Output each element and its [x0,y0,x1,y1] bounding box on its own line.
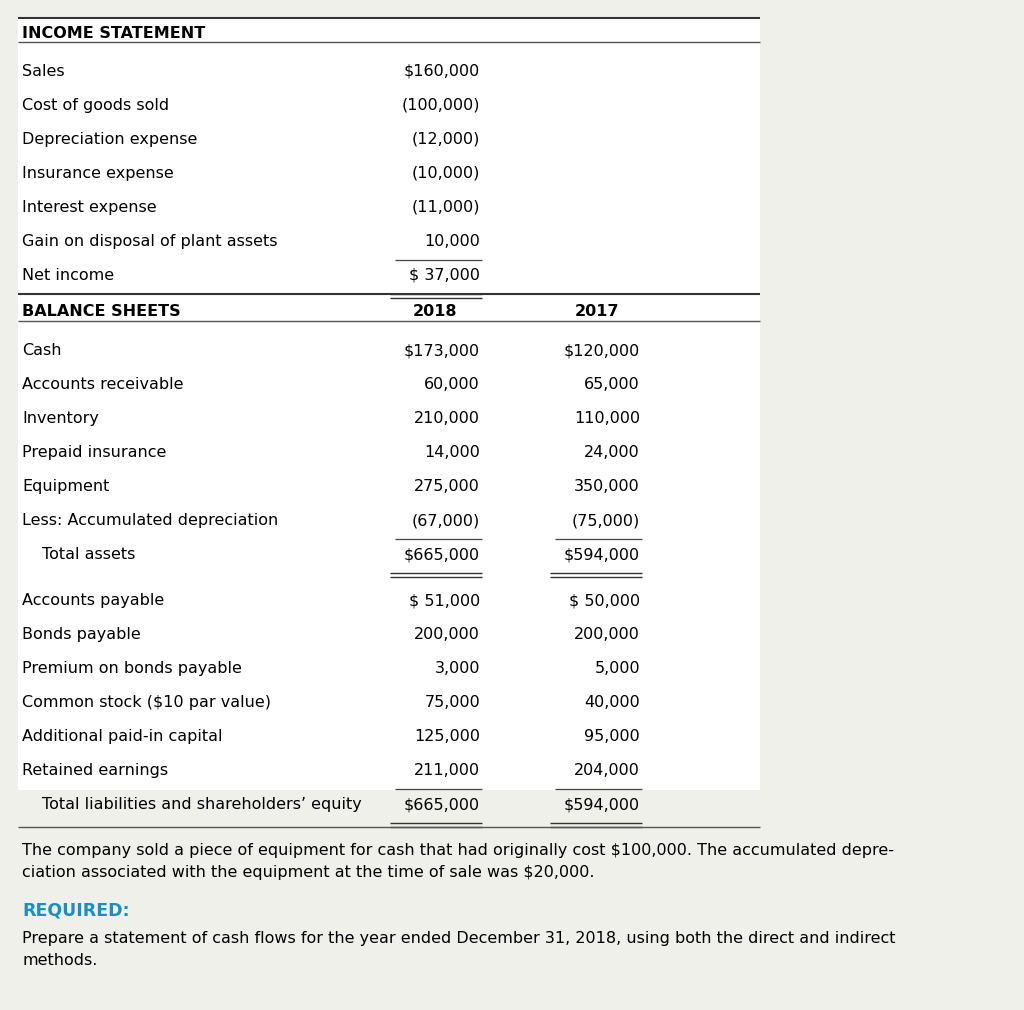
Text: 200,000: 200,000 [574,627,640,642]
Text: 40,000: 40,000 [585,695,640,710]
Text: 204,000: 204,000 [574,763,640,778]
Text: $ 37,000: $ 37,000 [409,268,480,283]
Text: 275,000: 275,000 [414,479,480,494]
Text: (67,000): (67,000) [412,513,480,528]
Text: 60,000: 60,000 [424,377,480,392]
Text: $ 51,000: $ 51,000 [409,593,480,608]
Text: Interest expense: Interest expense [22,200,157,215]
Text: 75,000: 75,000 [424,695,480,710]
Text: 65,000: 65,000 [585,377,640,392]
Text: 95,000: 95,000 [585,729,640,744]
Text: Total assets: Total assets [42,547,135,562]
Text: REQUIRED:: REQUIRED: [22,901,130,919]
Text: $160,000: $160,000 [403,64,480,79]
Text: (12,000): (12,000) [412,132,480,147]
Text: BALANCE SHEETS: BALANCE SHEETS [22,304,180,319]
Text: 110,000: 110,000 [573,411,640,426]
Text: Bonds payable: Bonds payable [22,627,140,642]
Text: Equipment: Equipment [22,479,110,494]
Text: $665,000: $665,000 [403,797,480,812]
Text: Total liabilities and shareholders’ equity: Total liabilities and shareholders’ equi… [42,797,361,812]
Text: 14,000: 14,000 [424,445,480,460]
Text: $120,000: $120,000 [564,343,640,358]
Text: (100,000): (100,000) [401,98,480,113]
Text: 2017: 2017 [574,304,620,319]
Text: Less: Accumulated depreciation: Less: Accumulated depreciation [22,513,279,528]
Text: INCOME STATEMENT: INCOME STATEMENT [22,26,205,41]
Text: Inventory: Inventory [22,411,99,426]
Text: 3,000: 3,000 [434,661,480,676]
Text: 10,000: 10,000 [424,234,480,249]
Text: Common stock ($10 par value): Common stock ($10 par value) [22,695,271,710]
Text: 24,000: 24,000 [585,445,640,460]
Text: Cost of goods sold: Cost of goods sold [22,98,169,113]
Text: methods.: methods. [22,953,97,968]
Text: $594,000: $594,000 [564,547,640,562]
Text: $ 50,000: $ 50,000 [569,593,640,608]
Text: 200,000: 200,000 [414,627,480,642]
Text: 211,000: 211,000 [414,763,480,778]
Text: 5,000: 5,000 [594,661,640,676]
Text: Net income: Net income [22,268,114,283]
Text: ciation associated with the equipment at the time of sale was $20,000.: ciation associated with the equipment at… [22,865,595,880]
Text: 350,000: 350,000 [574,479,640,494]
Text: Depreciation expense: Depreciation expense [22,132,198,147]
Text: Gain on disposal of plant assets: Gain on disposal of plant assets [22,234,278,249]
Text: $594,000: $594,000 [564,797,640,812]
Text: Accounts payable: Accounts payable [22,593,164,608]
Text: $665,000: $665,000 [403,547,480,562]
Text: Prepaid insurance: Prepaid insurance [22,445,166,460]
Text: 2018: 2018 [413,304,458,319]
Text: $173,000: $173,000 [403,343,480,358]
Text: Cash: Cash [22,343,61,358]
Text: The company sold a piece of equipment for cash that had originally cost $100,000: The company sold a piece of equipment fo… [22,843,894,858]
Text: 125,000: 125,000 [414,729,480,744]
Text: Accounts receivable: Accounts receivable [22,377,183,392]
Text: (11,000): (11,000) [412,200,480,215]
Text: Retained earnings: Retained earnings [22,763,168,778]
Text: 210,000: 210,000 [414,411,480,426]
Text: (10,000): (10,000) [412,166,480,181]
Text: Premium on bonds payable: Premium on bonds payable [22,661,242,676]
Text: Insurance expense: Insurance expense [22,166,174,181]
Text: Additional paid-in capital: Additional paid-in capital [22,729,222,744]
Text: (75,000): (75,000) [571,513,640,528]
Text: Prepare a statement of cash flows for the year ended December 31, 2018, using bo: Prepare a statement of cash flows for th… [22,931,896,946]
Bar [18,18,760,790]
Text: Sales: Sales [22,64,65,79]
